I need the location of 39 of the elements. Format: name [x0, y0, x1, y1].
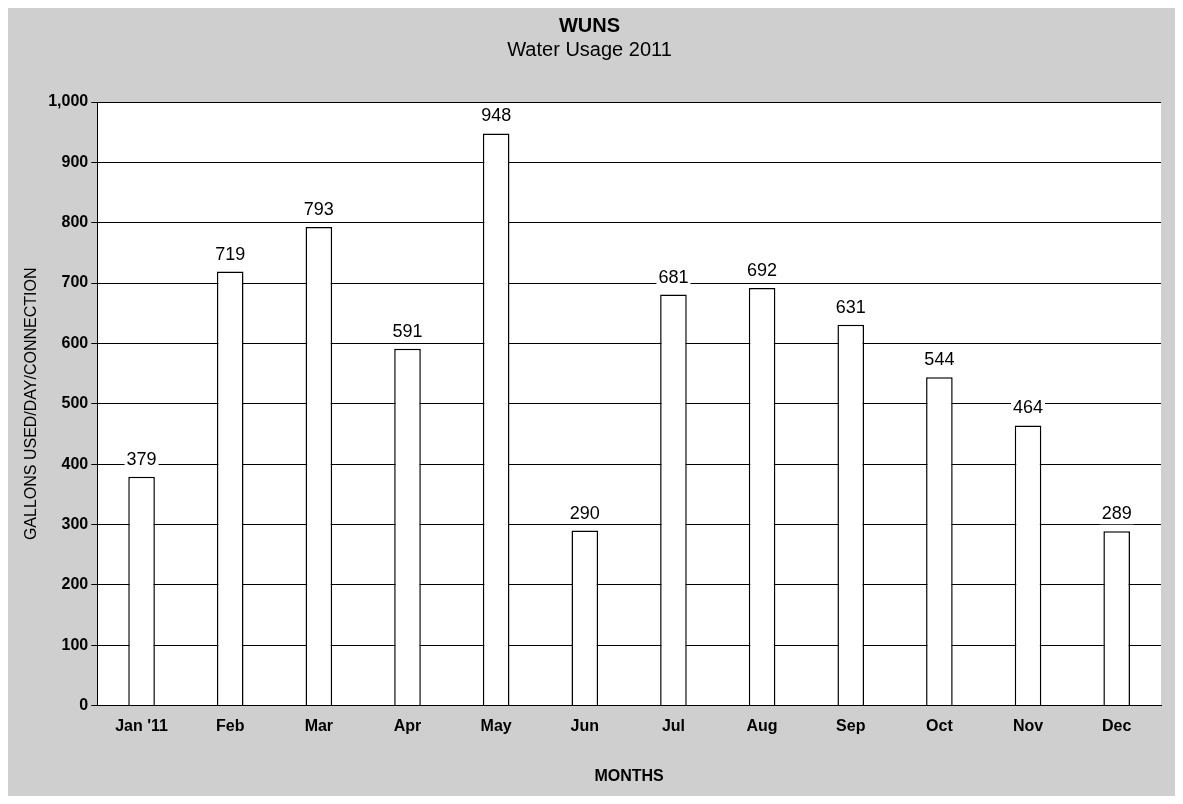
x-tick-label: Feb [215, 716, 245, 734]
x-tick-label: Aug [746, 716, 778, 734]
data-label: 464 [1013, 397, 1044, 418]
x-tick-label: May [480, 716, 512, 734]
data-label: 631 [835, 296, 866, 317]
y-tick-label: 1,000 [48, 92, 89, 110]
x-tick-label: Jun [570, 716, 600, 734]
y-tick-label: 100 [61, 635, 89, 653]
x-tick-label: Nov [1012, 716, 1044, 734]
y-tick-label: 300 [61, 514, 89, 532]
y-tick-label: 200 [61, 575, 89, 593]
x-tick-label: Jan '11 [115, 716, 169, 734]
data-label: 793 [303, 198, 334, 219]
data-label: 692 [747, 259, 778, 280]
x-tick-label: Dec [1102, 716, 1132, 734]
data-label: 681 [658, 266, 689, 287]
x-tick-label: Jul [661, 716, 686, 734]
x-axis-title: MONTHS [594, 766, 665, 784]
y-tick-label: 0 [79, 696, 89, 714]
x-tick-label: Oct [926, 716, 954, 734]
data-label: 289 [1101, 503, 1132, 524]
data-label: 290 [569, 502, 600, 523]
data-label: 379 [126, 448, 157, 469]
y-tick-label: 600 [61, 333, 89, 351]
chart-subtitle: Water Usage 2011 [507, 37, 672, 60]
x-tick-label: Mar [304, 716, 334, 734]
y-tick-label: 800 [61, 213, 89, 231]
y-tick-label: 900 [61, 152, 89, 170]
y-axis-title: GALLONS USED/DAY/CONNECTION [22, 267, 40, 541]
y-tick-label: 400 [61, 454, 89, 472]
x-tick-label: Sep [836, 716, 866, 734]
chart-title: WUNS [558, 13, 621, 36]
x-tick-label: Apr [393, 716, 422, 734]
data-label: 544 [924, 349, 955, 370]
y-tick-label: 500 [61, 394, 89, 412]
y-tick-label: 700 [61, 273, 89, 291]
data-label: 591 [392, 320, 423, 341]
data-label: 948 [481, 105, 512, 126]
data-label: 719 [215, 243, 246, 264]
